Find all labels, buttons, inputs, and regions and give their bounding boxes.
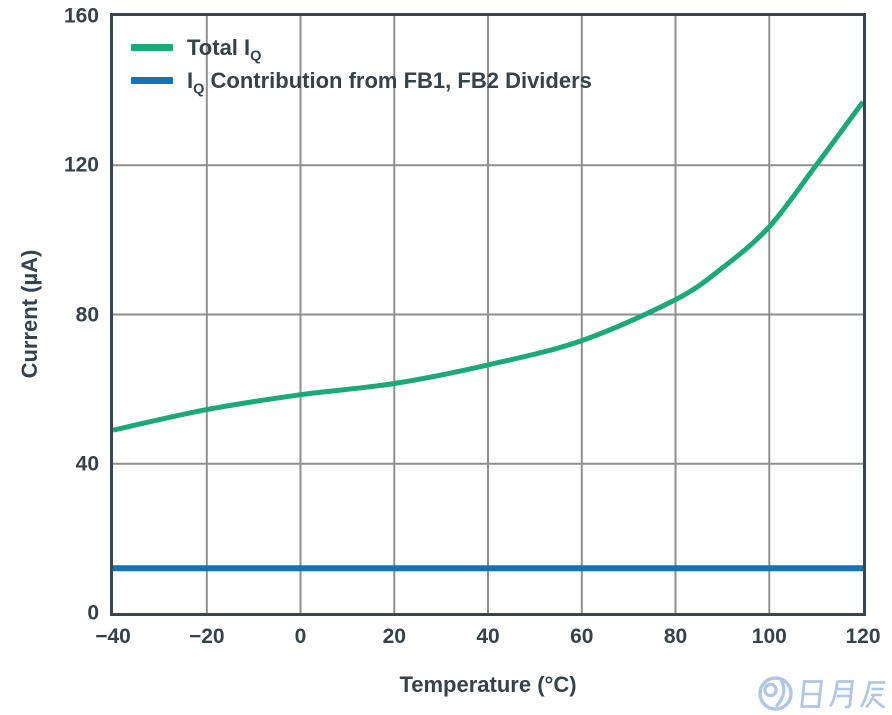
legend-swatch-fb-dividers (131, 77, 173, 84)
watermark-char-chen-icon (859, 680, 886, 709)
series-line-0 (113, 100, 863, 433)
legend-text-prefix: Total I (187, 35, 251, 60)
x-tick-label: 20 (382, 625, 406, 648)
legend-text-subscript: Q (193, 81, 205, 98)
legend-text-prefix: I (187, 68, 194, 93)
plot-area: Total IQ IQ Contribution from FB1, FB2 D… (110, 13, 866, 616)
y-tick-label: 80 (75, 303, 99, 326)
x-axis-title: Temperature (°C) (399, 672, 577, 697)
watermark-char-sun-icon (800, 679, 823, 708)
x-tick-label: −20 (188, 625, 225, 648)
legend-swatch-total-iq (131, 44, 173, 51)
legend-item-total-iq: Total IQ (131, 34, 592, 65)
x-tick-label: 0 (294, 625, 307, 648)
x-tick-label: −40 (95, 625, 131, 648)
legend-label-total-iq: Total IQ (187, 34, 262, 65)
legend-text-subscript: Q (250, 48, 262, 65)
x-tick-label: 80 (663, 625, 688, 648)
y-tick-label: 160 (63, 4, 99, 28)
y-tick-label: 40 (75, 452, 99, 476)
y-tick-label: 120 (63, 153, 99, 177)
x-tick-label: 120 (845, 625, 881, 648)
watermark (757, 675, 887, 712)
x-tick-label: 40 (476, 625, 500, 648)
watermark-logo-icon (758, 676, 793, 711)
x-tick-label: 100 (751, 625, 787, 648)
plot-grid-and-series (113, 16, 863, 613)
watermark-char-moon-icon (828, 679, 854, 708)
y-tick-label: 0 (87, 601, 99, 625)
watermark-text-glyphs (797, 679, 888, 709)
legend: Total IQ IQ Contribution from FB1, FB2 D… (131, 34, 592, 98)
x-tick-label: 60 (570, 625, 594, 648)
legend-text-rest: Contribution from FB1, FB2 Dividers (204, 68, 592, 93)
legend-label-fb-dividers: IQ Contribution from FB1, FB2 Dividers (187, 67, 592, 98)
legend-item-fb-dividers: IQ Contribution from FB1, FB2 Dividers (131, 67, 592, 98)
